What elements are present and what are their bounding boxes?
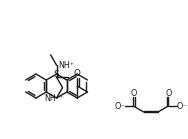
Text: NH⁺: NH⁺ (58, 61, 74, 70)
Text: NH: NH (44, 94, 56, 102)
Text: O: O (130, 89, 136, 97)
Text: S: S (54, 70, 59, 79)
Text: O⁻: O⁻ (115, 101, 125, 111)
Text: O: O (74, 69, 81, 78)
Text: ⁺: ⁺ (60, 95, 63, 100)
Text: O: O (165, 89, 171, 97)
Text: O⁻: O⁻ (176, 101, 187, 111)
